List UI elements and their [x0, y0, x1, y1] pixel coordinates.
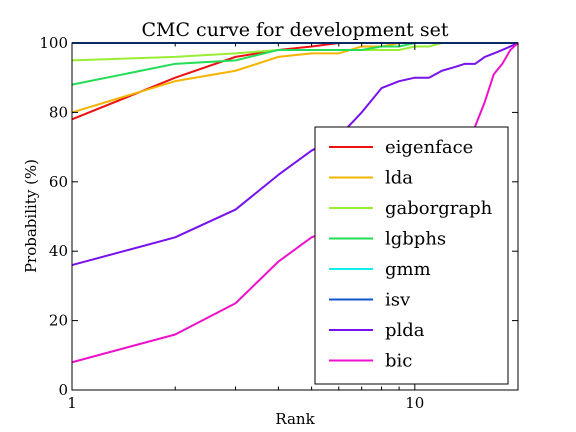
legend-label-isv: isv [385, 290, 411, 311]
y-tick-label: 60 [49, 173, 68, 191]
x-tick-label: 10 [405, 394, 424, 412]
series-line-plda [71, 42, 519, 267]
y-tick-label: 100 [39, 34, 68, 52]
legend-box [314, 126, 509, 385]
x-axis-label: Rank [275, 410, 315, 428]
plot-frame [71, 42, 519, 391]
legend-label-lgbphs: lgbphs [385, 229, 446, 250]
series-line-lda [71, 42, 518, 114]
legend-label-bic: bic [385, 351, 412, 372]
series-line-gaborgraph [71, 42, 518, 62]
legend-label-lda: lda [385, 168, 413, 189]
legend-label-gaborgraph: gaborgraph [385, 198, 493, 219]
legend-label-plda: plda [385, 320, 425, 341]
x-tick-label: 1 [67, 394, 77, 412]
chart-title: CMC curve for development set [141, 19, 448, 41]
legend-label-eigenface: eigenface [385, 137, 473, 158]
y-tick-label: 40 [49, 242, 68, 260]
y-tick-label: 0 [58, 381, 68, 399]
y-axis-label: Probability (%) [22, 159, 40, 273]
legend-label-gmm: gmm [385, 259, 431, 280]
plot-area: 0 20 40 60 80 100 1 10 eigenface lda gaborgraph lgb… [39, 34, 519, 412]
y-tick-label: 20 [49, 312, 68, 330]
series-line-lgbphs [71, 42, 518, 86]
y-tick-label: 80 [49, 103, 68, 121]
